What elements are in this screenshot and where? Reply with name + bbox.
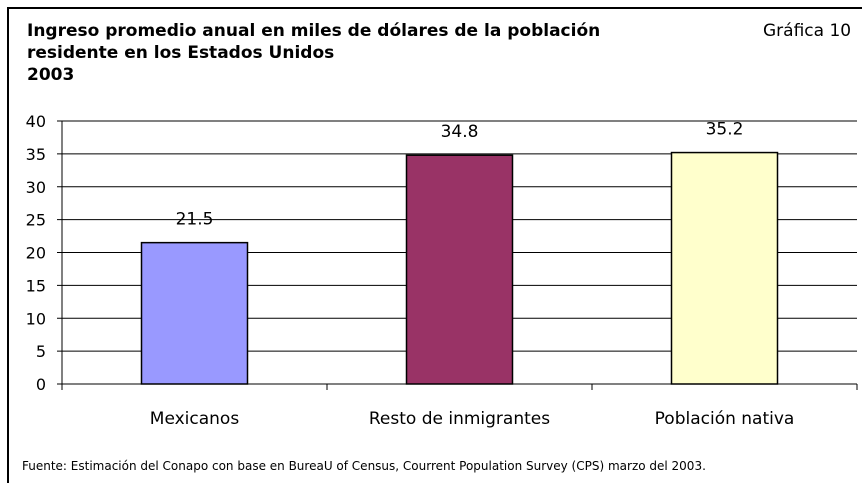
y-tick-label: 5 — [36, 342, 46, 361]
figure-label: Gráfica 10 — [763, 21, 852, 41]
title-line-3: 2003 — [27, 65, 75, 85]
category-label: Población nativa — [655, 409, 795, 429]
chart-frame — [7, 7, 862, 483]
bar-3 — [670, 151, 779, 385]
category-label: Mexicanos — [150, 409, 240, 429]
title-line-2: residente en los Estados Unidos — [27, 43, 335, 63]
bars: 21.5 34.8 35.2 — [140, 120, 779, 385]
y-tick-label: 40 — [26, 112, 46, 131]
chart-title: Ingreso promedio anual en miles de dólar… — [27, 20, 667, 86]
y-tick-label: 10 — [26, 309, 46, 328]
source-note: Fuente: Estimación del Conapo con base e… — [22, 459, 706, 473]
bar-2 — [405, 154, 514, 385]
bar-1 — [140, 241, 249, 385]
y-tick-label: 15 — [26, 276, 46, 295]
data-label: 21.5 — [176, 210, 214, 230]
category-label: Resto de inmigrantes — [369, 409, 550, 429]
y-tick-label: 35 — [26, 145, 46, 164]
y-tick-label: 0 — [36, 375, 46, 394]
data-label: 34.8 — [441, 122, 479, 142]
x-axis: Mexicanos Resto de inmigrantes Población n… — [61, 383, 858, 429]
y-tick-label: 20 — [26, 244, 46, 263]
y-tick-label: 30 — [26, 178, 46, 197]
y-axis: 0 5 10 15 20 25 30 35 40 — [26, 112, 63, 394]
y-tick-label: 25 — [26, 211, 46, 230]
title-line-1: Ingreso promedio anual en miles de dólar… — [27, 21, 601, 41]
data-label: 35.2 — [706, 120, 744, 140]
